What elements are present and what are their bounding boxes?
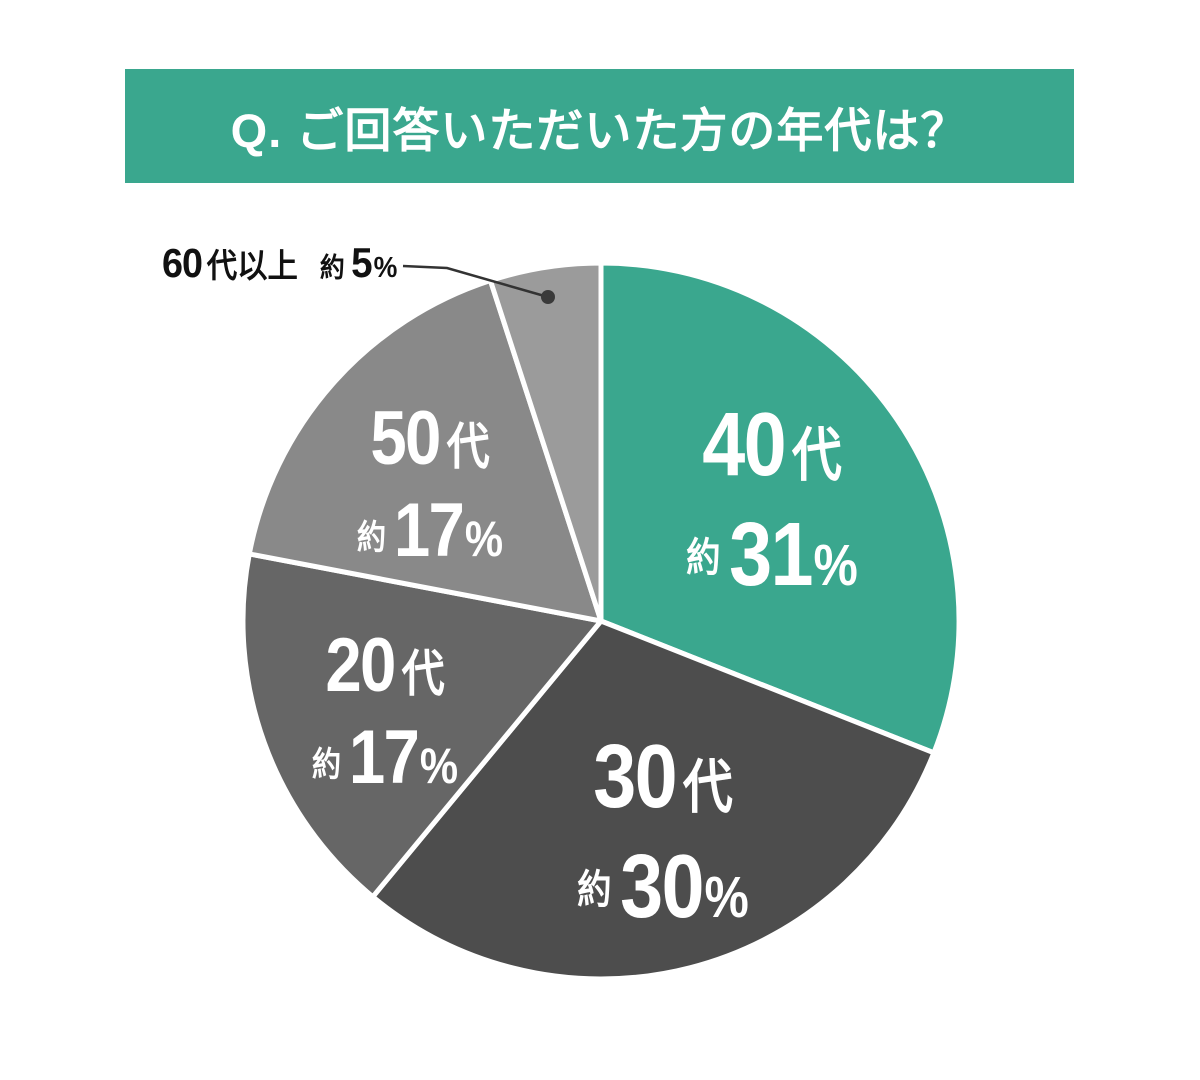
slice-label-50s-value: 約 17% (357, 493, 503, 569)
percent-sign: % (704, 865, 749, 930)
slice-label-40s-value: 約 31% (686, 510, 858, 600)
slice-label-30s-value: 約 30% (577, 842, 749, 932)
slice-label-20s-value: 約 17% (312, 720, 458, 796)
age-suffix: 代以上 (206, 247, 298, 284)
pie-slice-40s (598, 260, 962, 756)
approx-prefix: 約 (311, 746, 342, 784)
slice-label-40s-category: 40 代 (686, 400, 858, 490)
percent-number: 17 (348, 715, 420, 800)
age-number: 40 (702, 395, 786, 495)
question-banner: Q. ご回答いただいた方の年代は？ (125, 69, 1074, 183)
callout-leader-line (402, 264, 549, 299)
age-number: 60 (162, 240, 203, 286)
percent-number: 30 (620, 837, 704, 937)
pie-slice-30s (370, 618, 937, 982)
percent-sign: % (464, 511, 504, 567)
percent-sign: % (419, 738, 459, 794)
approx-prefix: 約 (686, 536, 721, 580)
slice-label-20s-category: 20 代 (312, 628, 458, 704)
slice-label-20s: 20 代 約 17% (312, 628, 458, 796)
approx-prefix: 約 (319, 253, 345, 283)
slice-label-30s-category: 30 代 (577, 732, 749, 822)
percent-number: 5 (351, 239, 373, 286)
age-suffix: 代 (401, 646, 445, 702)
age-suffix: 代 (791, 423, 842, 488)
callout-anchor-dot (541, 290, 555, 304)
percent-number: 31 (729, 505, 813, 605)
percent-sign: % (373, 252, 398, 284)
slice-label-60s-plus-callout: 60 代以上約 5% (162, 242, 397, 284)
age-suffix: 代 (682, 755, 733, 820)
age-number: 20 (325, 623, 396, 708)
age-number: 30 (593, 727, 677, 827)
percent-number: 17 (393, 488, 465, 573)
slice-label-50s-category: 50 代 (357, 401, 503, 477)
pie-slice-20s (240, 551, 604, 900)
slice-label-30s: 30 代 約 30% (577, 732, 749, 932)
slice-label-50s: 50 代 約 17% (357, 401, 503, 569)
age-suffix: 代 (446, 419, 490, 475)
question-title: Q. ご回答いただいた方の年代は？ (230, 103, 969, 157)
approx-prefix: 約 (577, 868, 612, 912)
pie-slice-50s (246, 278, 604, 624)
approx-prefix: 約 (356, 519, 387, 557)
age-number: 50 (370, 396, 441, 481)
percent-sign: % (813, 533, 858, 598)
slice-label-40s: 40 代 約 31% (686, 400, 858, 600)
